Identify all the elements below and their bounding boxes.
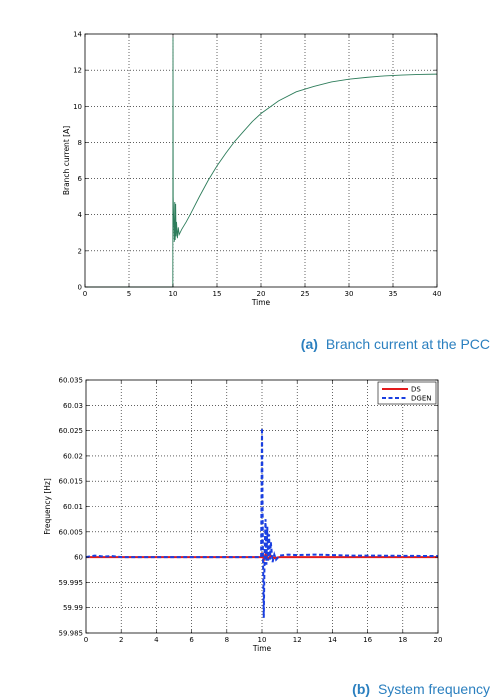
x-tick-label: 5 <box>127 290 131 298</box>
series-line-dgen <box>85 428 439 618</box>
y-axis-label: Branch current [A] <box>62 126 71 195</box>
caption-a-text: Branch current at the PCC <box>326 336 490 352</box>
x-tick-label: 0 <box>84 636 88 644</box>
x-tick-label: 30 <box>345 290 354 298</box>
x-tick-label: 4 <box>154 636 159 644</box>
x-tick-label: 18 <box>398 636 407 644</box>
y-tick-label: 60.03 <box>63 402 83 410</box>
y-tick-label: 6 <box>78 175 83 183</box>
y-tick-label: 2 <box>78 247 82 255</box>
x-tick-label: 6 <box>189 636 194 644</box>
x-tick-label: 0 <box>83 290 87 298</box>
x-axis-label: Time <box>252 644 272 653</box>
caption-a: (a) Branch current at the PCC <box>301 336 490 352</box>
x-tick-label: 10 <box>169 290 178 298</box>
y-tick-label: 14 <box>73 31 82 39</box>
x-tick-label: 15 <box>213 290 222 298</box>
x-tick-label: 20 <box>434 636 443 644</box>
y-tick-label: 10 <box>73 103 82 111</box>
x-tick-label: 12 <box>293 636 302 644</box>
legend-label-dgen: DGEN <box>411 395 431 403</box>
x-tick-label: 8 <box>225 636 229 644</box>
caption-a-letter: (a) <box>301 336 318 352</box>
y-tick-label: 60.02 <box>63 452 83 460</box>
y-tick-label: 8 <box>78 139 82 147</box>
x-tick-label: 35 <box>389 290 398 298</box>
series-line-0-0 <box>85 37 438 288</box>
y-axis-label: Frequency [Hz] <box>43 478 52 535</box>
y-tick-label: 59.995 <box>59 579 84 587</box>
y-tick-label: 60.01 <box>63 503 83 511</box>
y-tick-label: 60 <box>74 554 83 562</box>
chart-branch-current: 0 5 10 15 20 25 30 35 40 0 2 4 6 8 10 12 14 Time Branch cu… <box>62 31 441 308</box>
y-tick-label: 4 <box>78 211 83 219</box>
y-tick-label: 60.025 <box>59 427 84 435</box>
y-tick-label: 60.015 <box>59 478 84 486</box>
caption-b-text: System frequency <box>378 681 490 697</box>
y-tick-label: 0 <box>78 284 82 292</box>
legend-label-ds: DS <box>411 386 421 394</box>
y-tick-label: 60.005 <box>59 528 84 536</box>
x-tick-label: 40 <box>433 290 442 298</box>
y-tick-label: 12 <box>73 67 82 75</box>
x-tick-label: 16 <box>363 636 372 644</box>
caption-b-letter: (b) <box>352 681 370 697</box>
chart-system-frequency: 0 2 4 6 8 10 12 14 16 18 20 59.985 59.99 59.995 60 60.0… <box>43 377 442 654</box>
x-tick-label: 10 <box>258 636 267 644</box>
y-tick-label: 59.985 <box>59 630 84 638</box>
x-tick-label: 2 <box>119 636 123 644</box>
y-tick-label: 60.035 <box>59 377 84 385</box>
x-tick-label: 20 <box>257 290 266 298</box>
caption-b: (b) System frequency <box>352 681 490 697</box>
x-axis-label: Time <box>251 298 271 307</box>
x-tick-label: 25 <box>301 290 310 298</box>
y-tick-label: 59.99 <box>63 604 83 612</box>
x-tick-label: 14 <box>328 636 337 644</box>
